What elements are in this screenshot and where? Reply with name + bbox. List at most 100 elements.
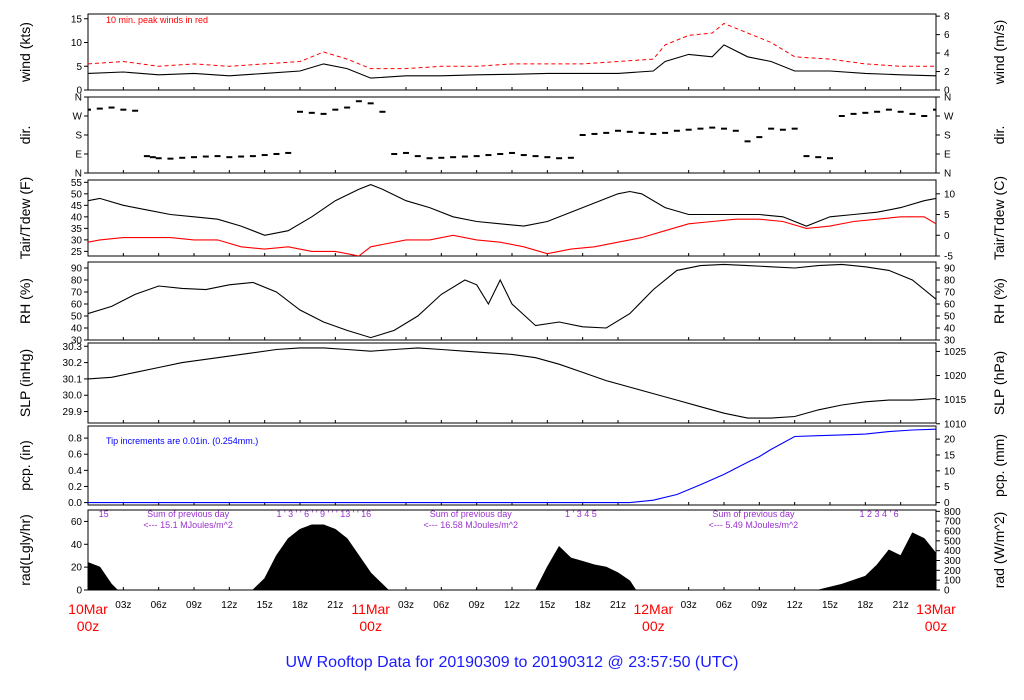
temp-ytick-label: 55: [71, 178, 83, 189]
wind-ytick-label: 5: [76, 62, 82, 73]
dir-point: [132, 109, 139, 112]
rh-ytick-label: 90: [71, 264, 83, 275]
dir-point: [544, 156, 551, 159]
wind-ylabel-right: wind (m/s): [991, 20, 1007, 86]
dir-point: [768, 127, 775, 130]
time-tick-label: 15z: [822, 600, 838, 611]
dir-point: [615, 129, 621, 132]
dir-point: [285, 151, 292, 154]
pcp-annotation: Tip increments are 0.01in. (0.254mm.): [106, 436, 258, 446]
pcp-ytick-label: 0.8: [68, 434, 82, 445]
slp-ytick-right-label: 1025: [944, 347, 967, 358]
temp-ytick-right-label: 5: [944, 210, 950, 221]
dir-point: [332, 108, 339, 111]
time-tick-label: 18z: [292, 600, 308, 611]
dir-ytick-label: E: [75, 150, 82, 161]
rh-ytick-label: 30: [71, 336, 83, 347]
dir-point: [709, 126, 716, 129]
rh-ytick-label: 50: [71, 312, 83, 323]
dir-point: [143, 155, 150, 158]
rad-day-summary-value: <--- 5.49 MJoules/m^2: [709, 520, 799, 530]
pcp-ytick-label: 0.4: [68, 466, 82, 477]
rad-data: [88, 524, 936, 590]
dir-point: [626, 130, 633, 133]
time-tick-label: 06z: [151, 600, 167, 611]
rad-ytick-right-label: 300: [944, 556, 961, 567]
rad-day-summary-title: Sum of previous day: [712, 509, 795, 519]
rad-area: [88, 524, 936, 590]
temp-ylabel-right: Tair/Tdew (C): [991, 176, 1007, 260]
time-axis: 03z 06z 09z 12z 15z 18z 21z 03z 06z 09z 12z 15z 18z 2…: [68, 600, 956, 634]
slp-ytick-right-label: 1020: [944, 371, 967, 382]
slp-ytick-right-label: 1010: [944, 419, 967, 430]
day-date-label: 11Mar: [351, 601, 390, 617]
time-tick-label: 15z: [257, 600, 273, 611]
wind-series-10-min-peak-winds: [88, 22, 936, 70]
rad-ytick-right-label: 500: [944, 536, 961, 547]
time-tick-label: 09z: [186, 600, 202, 611]
rad-day-summary-title: Sum of previous day: [147, 509, 230, 519]
pcp-ytick-right-label: 15: [944, 450, 956, 461]
rad-ytick-right-label: 600: [944, 526, 961, 537]
pcp-ytick-right-label: 10: [944, 466, 956, 477]
dir-ytick-label: N: [75, 93, 82, 104]
rad-ytick-right-label: 0: [944, 586, 950, 597]
dir-point: [108, 106, 115, 109]
temp-ytick-label: 25: [71, 247, 83, 258]
temp-series-tair: [88, 184, 936, 236]
dir-point: [367, 102, 374, 105]
rad-ytick-right-label: 400: [944, 546, 961, 557]
slp-ytick-label: 30.3: [63, 342, 83, 353]
wind-ytick-label: 10: [71, 38, 83, 49]
rad-hour-marks: 1 ' 3 4 5: [565, 509, 597, 519]
page-title: UW Rooftop Data for 20190309 to 20190312…: [286, 654, 739, 671]
slp-ylabel-left: SLP (inHg): [17, 349, 33, 417]
rh-ytick-label: 70: [71, 288, 83, 299]
pcp-ytick-right-label: 5: [944, 482, 950, 493]
slp-ytick-label: 29.9: [63, 407, 83, 418]
pcp-ytick-label: 0.0: [68, 498, 82, 509]
time-tick-label: 12z: [504, 600, 520, 611]
dir-point: [721, 127, 727, 130]
dir-point: [461, 155, 468, 158]
rh-ytick-label: 60: [71, 300, 83, 311]
dir-point: [591, 132, 598, 135]
wind-series-wind-speed: [88, 44, 936, 79]
time-tick-label: 12z: [787, 600, 803, 611]
rad-day-summary-title: Sum of previous day: [430, 509, 513, 519]
dir-point: [850, 112, 857, 115]
day-hour-label: 00z: [925, 618, 948, 634]
dir-point: [96, 107, 103, 110]
rad-ytick-label: 20: [71, 563, 83, 574]
pcp-ytick-label: 0.6: [68, 450, 82, 461]
time-tick-label: 03z: [115, 600, 131, 611]
dir-ytick-label: N: [75, 169, 82, 180]
rh-ylabel-left: RH (%): [17, 278, 33, 324]
time-tick-label: 18z: [575, 600, 591, 611]
temp-ytick-label: 35: [71, 224, 83, 235]
slp-ytick-label: 30.2: [63, 358, 83, 369]
time-tick-label: 15z: [539, 600, 555, 611]
dir-point: [485, 154, 492, 157]
temp-ytick-right-label: 0: [944, 231, 950, 242]
time-tick-label: 12z: [221, 600, 237, 611]
dir-point: [638, 131, 645, 134]
dir-point: [414, 155, 421, 158]
rad-ytick-right-label: 700: [944, 517, 961, 528]
dir-point: [520, 154, 527, 157]
wind-ytick-right-label: 0: [944, 86, 950, 97]
rad-day-summary-value: <--- 15.1 MJoules/m^2: [143, 520, 233, 530]
rad-ylabel-left: rad(Lgly/hr): [17, 514, 33, 586]
rad-ytick-right-label: 100: [944, 576, 961, 587]
dir-point: [756, 136, 763, 139]
rad-ytick-label: 0: [76, 586, 82, 597]
dir-point: [149, 156, 156, 159]
pcp-ylabel-right: pcp. (mm): [991, 434, 1007, 497]
slp-ytick-label: 30.0: [63, 391, 83, 402]
rh-ytick-right-label: 30: [944, 336, 956, 347]
dir-point: [885, 108, 892, 111]
slp-series-slp: [88, 347, 936, 419]
dir-point: [120, 108, 127, 111]
